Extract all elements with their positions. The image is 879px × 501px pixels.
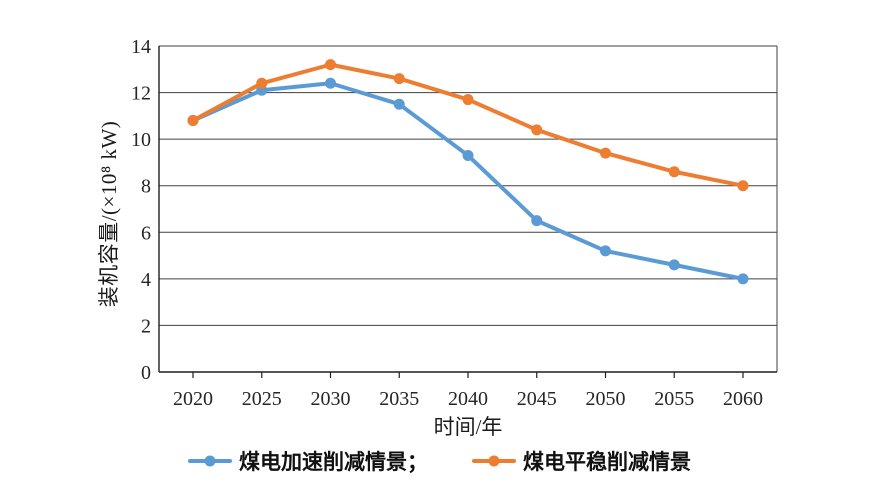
series-line-0 [191,81,745,281]
y-tick-label: 0 [141,362,151,384]
data-point-marker-1 [325,59,336,71]
data-point-marker-1 [462,94,474,106]
data-point-marker-1 [393,73,405,85]
y-tick-label: 8 [141,176,151,198]
data-point-marker-0 [393,98,405,110]
x-tick-label: 2050 [586,388,626,410]
data-point-marker-1 [737,180,749,192]
x-tick-label: 2020 [173,388,213,410]
y-tick-label: 2 [141,315,151,337]
y-tick-label: 4 [141,269,151,291]
x-tick-label: 2040 [448,388,488,410]
data-point-marker-0 [325,77,336,89]
x-tick-label: 2035 [379,388,419,410]
y-tick-label: 14 [131,36,151,58]
legend-dot-orange-icon [488,455,500,467]
legend-item-steady-scenario: 煤电平稳削减情景 [472,446,691,476]
legend-line-marker-blue-icon [188,455,232,467]
y-tick-label: 12 [131,83,151,105]
legend: 煤电加速削减情景； 煤电平稳削减情景 [0,446,879,476]
data-point-marker-0 [600,245,611,257]
data-point-marker-1 [600,147,611,159]
x-axis-title: 时间/年 [433,415,503,439]
legend-label-steady-scenario: 煤电平稳削减情景 [523,450,691,474]
x-tick-label: 2025 [242,388,282,410]
legend-dot-blue-icon [204,455,216,467]
data-point-marker-1 [668,166,680,178]
x-tick-label: 2030 [311,388,351,410]
legend-label-accelerated-scenario: 煤电加速削减情景； [239,450,428,474]
y-tick-label: 6 [141,222,151,244]
data-point-marker-1 [256,77,268,89]
y-tick-label: 10 [131,129,151,151]
data-point-marker-0 [668,259,680,271]
x-tick-label: 2060 [723,388,763,410]
x-tick-label: 2045 [517,388,557,410]
legend-item-accelerated-scenario: 煤电加速削减情景； [188,446,428,476]
data-point-marker-1 [531,124,543,136]
data-point-marker-1 [187,115,199,127]
data-point-marker-0 [462,149,474,161]
series-line-1 [191,62,745,188]
legend-line-marker-orange-icon [472,455,516,467]
data-point-marker-0 [737,273,749,285]
data-point-marker-0 [531,215,543,227]
x-tick-label: 2055 [654,388,694,410]
y-axis-title: 装机容量/(×10⁸ kW) [97,120,121,308]
